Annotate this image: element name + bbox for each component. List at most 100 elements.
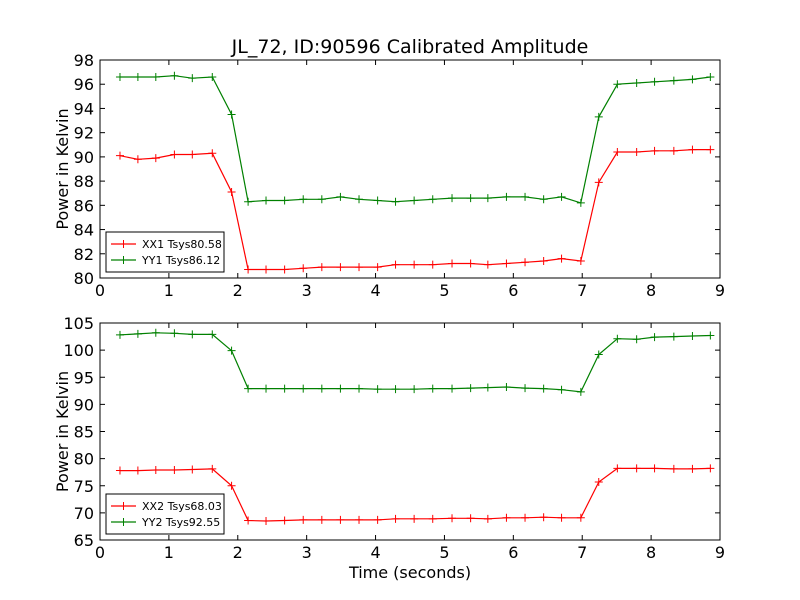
y-tick-label: 94 <box>74 99 94 118</box>
data-point <box>688 145 697 154</box>
data-point <box>466 384 475 393</box>
data-point <box>448 194 457 203</box>
data-point <box>227 110 236 119</box>
y-axis-label: Power in Kelvin <box>53 371 72 492</box>
series-1 <box>115 145 715 274</box>
data-point <box>502 192 511 201</box>
data-point <box>448 514 457 523</box>
x-tick-label: 2 <box>233 281 243 300</box>
legend-label: XX2 Tsys68.03 <box>142 500 222 513</box>
data-point <box>208 72 217 81</box>
data-point <box>410 514 419 523</box>
x-tick-label: 9 <box>715 543 725 562</box>
data-point <box>650 464 659 473</box>
data-point <box>317 263 326 272</box>
data-point <box>669 76 678 85</box>
x-tick-label: 3 <box>302 281 312 300</box>
data-point <box>557 192 566 201</box>
data-point <box>650 146 659 155</box>
data-point <box>650 333 659 342</box>
x-tick-label: 5 <box>439 543 449 562</box>
data-point <box>170 71 179 80</box>
data-point <box>373 385 382 394</box>
data-point <box>280 265 289 274</box>
data-point <box>355 195 364 204</box>
x-tick-label: 9 <box>715 281 725 300</box>
x-axis-label: Time (seconds) <box>348 563 471 582</box>
data-point <box>151 466 160 475</box>
series-line <box>120 75 711 204</box>
data-point <box>133 466 142 475</box>
data-point <box>594 112 603 121</box>
legend-label: XX1 Tsys80.58 <box>142 238 222 251</box>
data-point <box>428 384 437 393</box>
y-tick-label: 85 <box>74 423 94 442</box>
data-point <box>576 198 585 207</box>
data-point <box>706 145 715 154</box>
data-point <box>466 514 475 523</box>
data-point <box>428 195 437 204</box>
data-point <box>539 513 548 522</box>
data-point <box>483 260 492 269</box>
y-tick-label: 95 <box>74 368 94 387</box>
data-point <box>502 383 511 392</box>
x-tick-label: 4 <box>370 543 380 562</box>
data-point <box>466 259 475 268</box>
data-point <box>244 516 253 525</box>
data-point <box>262 517 271 526</box>
data-point <box>244 384 253 393</box>
legend-swatch-marker <box>119 240 128 248</box>
y-tick-label: 100 <box>63 341 94 360</box>
series-2 <box>115 328 715 396</box>
y-tick-label: 75 <box>74 477 94 496</box>
y-axis-label: Power in Kelvin <box>53 108 72 229</box>
data-point <box>410 260 419 269</box>
y-tick-label: 92 <box>74 124 94 143</box>
data-point <box>280 516 289 525</box>
data-point <box>262 265 271 274</box>
data-point <box>688 332 697 341</box>
data-point <box>244 265 253 274</box>
data-point <box>483 194 492 203</box>
data-point <box>632 148 641 157</box>
data-point <box>448 259 457 268</box>
data-point <box>373 196 382 205</box>
data-point <box>317 515 326 524</box>
x-tick-label: 2 <box>233 543 243 562</box>
subplot-1: 0 1 2 3 4 5 6 7 8 9 80 82 84 86 88 90 92 94 96 98 Power in K… <box>53 51 725 300</box>
x-tick-label: 0 <box>95 281 105 300</box>
data-point <box>188 330 197 339</box>
plot-frame <box>99 59 721 279</box>
y-tick-label: 70 <box>74 504 94 523</box>
legend-box <box>105 493 225 535</box>
data-point <box>115 72 124 81</box>
data-point <box>336 263 345 272</box>
x-tick-label: 5 <box>439 281 449 300</box>
legend: XX1 Tsys80.58 YY1 Tsys86.12 <box>105 231 225 273</box>
x-tick-label: 7 <box>577 281 587 300</box>
legend-swatch-marker <box>119 518 128 526</box>
data-point <box>280 196 289 205</box>
data-point <box>208 464 217 473</box>
data-point <box>632 464 641 473</box>
data-point <box>706 464 715 473</box>
data-point <box>299 515 308 524</box>
data-point <box>576 513 585 522</box>
data-point <box>244 197 253 206</box>
data-point <box>355 515 364 524</box>
data-point <box>539 257 548 266</box>
data-point <box>576 257 585 266</box>
data-point <box>355 263 364 272</box>
series-1 <box>115 464 715 526</box>
legend: XX2 Tsys68.03 YY2 Tsys92.55 <box>105 493 225 535</box>
data-point <box>299 264 308 273</box>
data-point <box>502 259 511 268</box>
data-point <box>557 254 566 263</box>
data-point <box>262 196 271 205</box>
data-point <box>594 350 603 359</box>
y-tick-label: 98 <box>74 51 94 70</box>
y-tick-label: 86 <box>74 196 94 215</box>
data-point <box>170 150 179 159</box>
data-point <box>299 195 308 204</box>
